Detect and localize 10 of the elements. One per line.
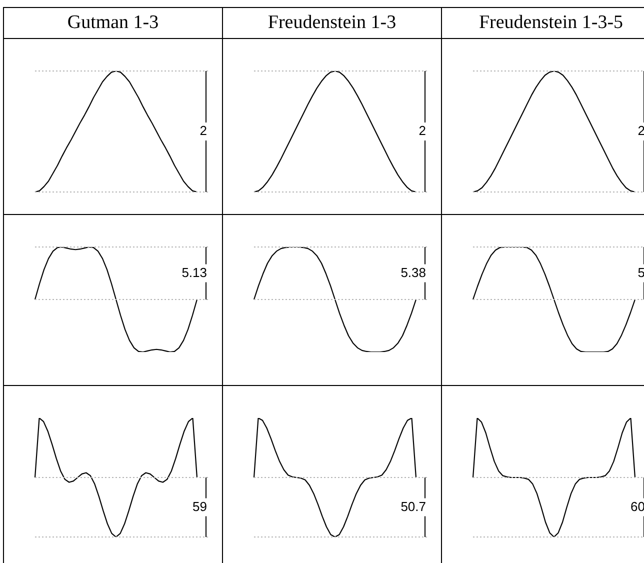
annotation: 59 bbox=[192, 498, 207, 514]
annotation: 50.7 bbox=[400, 498, 426, 514]
chart-title: Freudenstein 1-3-5 bbox=[478, 12, 624, 34]
chart-title: Gutman 1-3 bbox=[67, 12, 159, 34]
annotation: 2 bbox=[418, 123, 426, 138]
chart-title: Freudenstein 1-3 bbox=[268, 12, 396, 34]
annotation: 5.13 bbox=[182, 264, 207, 280]
annotation: 2 bbox=[638, 123, 644, 138]
annotation: 5.38 bbox=[400, 264, 426, 280]
annotation: 2 bbox=[200, 123, 207, 138]
